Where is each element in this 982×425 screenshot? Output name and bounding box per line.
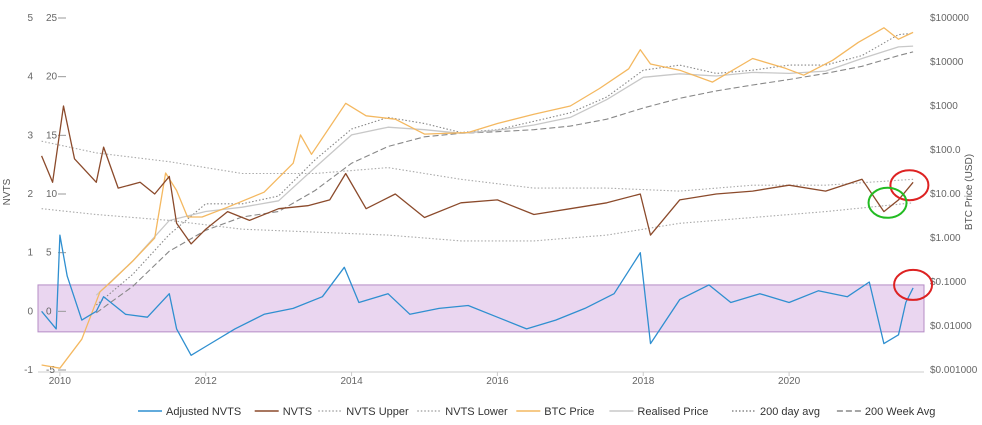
x-tick-label: 2010 (49, 376, 72, 387)
inner-tick-label: 10 (46, 189, 58, 200)
right-tick-label: $1.000 (930, 233, 961, 244)
left-tick-label: 3 (27, 130, 33, 141)
inner-tick-label: 25 (46, 13, 58, 24)
series-line-realised-price (95, 45, 914, 296)
annotation-circle (889, 169, 930, 202)
legend-label: BTC Price (544, 406, 594, 418)
inner-tick-label: 20 (46, 72, 58, 83)
legend-item[interactable]: Realised Price (609, 406, 708, 418)
legend-label: Adjusted NVTS (166, 406, 241, 418)
legend-label: Realised Price (637, 406, 708, 418)
left-tick-label: 5 (27, 13, 33, 24)
right-axis-label: BTC Price (USD) (964, 154, 975, 230)
left-tick-label: 0 (27, 306, 33, 317)
x-tick-label: 2018 (632, 376, 655, 387)
left-axis-label: NVTS (2, 178, 13, 205)
right-tick-label: $10000 (930, 57, 964, 68)
annotation-circle (893, 268, 934, 301)
right-tick-label: $100000 (930, 13, 969, 24)
x-tick-label: 2012 (195, 376, 218, 387)
legend-label: NVTS Lower (445, 406, 508, 418)
inner-tick-label: -5 (46, 365, 55, 376)
right-tick-label: $0.01000 (930, 321, 972, 332)
left-tick-label: 1 (27, 248, 33, 259)
inner-tick-label: 15 (46, 130, 58, 141)
right-tick-label: $0.001000 (930, 365, 978, 376)
right-tick-label: $10.00 (930, 189, 961, 200)
left-tick-label: -1 (24, 365, 33, 376)
legend-label: 200 Week Avg (865, 406, 936, 418)
legend-item[interactable]: Adjusted NVTS (138, 406, 241, 418)
nvts-band (37, 284, 925, 333)
legend-item[interactable]: NVTS Lower (417, 406, 508, 418)
legend-item[interactable]: NVTS Upper (318, 406, 409, 418)
legend-item[interactable]: NVTS (254, 406, 312, 418)
inner-tick-label: 0 (46, 306, 52, 317)
legend-item[interactable]: 200 day avg (732, 406, 820, 418)
x-tick-label: 2016 (486, 376, 509, 387)
series-line-btc-price (41, 27, 914, 369)
inner-tick-label: 5 (46, 248, 52, 259)
x-tick-label: 2020 (778, 376, 801, 387)
legend-label: NVTS Upper (346, 406, 409, 418)
legend-label: NVTS (283, 406, 312, 418)
series-line-adjusted-nvts (41, 234, 914, 356)
right-tick-label: $100.0 (930, 145, 961, 156)
annotation-circle (867, 186, 908, 219)
series-line-nvts (40, 105, 914, 245)
series-line-nvts-lower (41, 202, 914, 242)
right-tick-label: $0.1000 (930, 277, 967, 288)
left-tick-label: 2 (27, 189, 33, 200)
legend-item[interactable]: BTC Price (516, 406, 594, 418)
x-tick-label: 2014 (340, 376, 363, 387)
series-line-200-week-avg (95, 51, 914, 314)
legend-label: 200 day avg (760, 406, 820, 418)
left-tick-label: 4 (27, 72, 33, 83)
legend-item[interactable]: 200 Week Avg (836, 406, 936, 418)
right-tick-label: $1000 (930, 101, 958, 112)
